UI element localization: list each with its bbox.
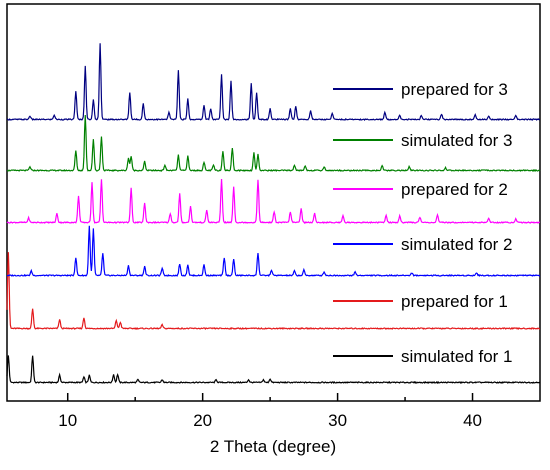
- legend-label-prepared-for-2: prepared for 2: [401, 180, 508, 199]
- legend-label-simulated-for-2: simulated for 2: [401, 235, 513, 254]
- legend-label-prepared-for-1: prepared for 1: [401, 292, 508, 311]
- x-tick-label: 40: [463, 411, 482, 430]
- trace-prepared-for-2: [6, 179, 541, 224]
- trace-prepared-for-1: [6, 252, 541, 331]
- trace-simulated-for-1: [6, 355, 541, 385]
- legend-label-simulated-for-1: simulated for 1: [401, 347, 513, 366]
- x-tick-label: 10: [58, 411, 77, 430]
- x-axis-ticks: 10 20 30 40: [58, 393, 482, 430]
- x-tick-label: 30: [328, 411, 347, 430]
- plot-frame: [6, 3, 541, 402]
- trace-prepared-for-3: [6, 43, 541, 121]
- x-tick-label: 20: [193, 411, 212, 430]
- trace-simulated-for-2: [6, 225, 541, 278]
- x-axis-title: 2 Theta (degree): [210, 437, 336, 456]
- traces: [6, 43, 541, 385]
- legend-label-prepared-for-3: prepared for 3: [401, 80, 508, 99]
- trace-simulated-for-3: [6, 115, 541, 172]
- legend-label-simulated-for-3: simulated for 3: [401, 131, 513, 150]
- legend: simulated for 1 prepared for 1 simulated f…: [333, 80, 513, 366]
